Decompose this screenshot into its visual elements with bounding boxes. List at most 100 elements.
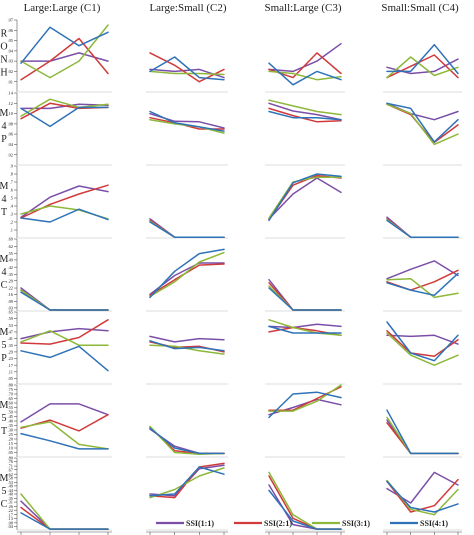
y-tick-label: .03: [8, 59, 14, 64]
y-tick-label: .9: [10, 164, 14, 169]
y-tick-label: .65: [8, 310, 14, 315]
y-tick-label: .22: [8, 286, 14, 291]
y-tick-label: .08: [8, 520, 14, 525]
legend-label: SSI(4:1): [420, 519, 448, 528]
y-tick-label: .42: [8, 265, 14, 270]
column-header-c3: Small:Large (C3): [264, 2, 341, 14]
panel-m4p-c1: [17, 98, 112, 166]
series-line-ssi-3-1-: [386, 332, 459, 366]
y-tick-label: .22: [8, 508, 14, 513]
series-line-ssi-4-1-: [20, 512, 109, 530]
row-m4c: M 4 C .03.09 .16.22 .29.35 .42 .49.55 .62 .69: [0, 237, 462, 312]
y-tick-label: .41: [8, 336, 14, 341]
y-tick-label: .12: [8, 101, 14, 106]
series-line-ssi-2-1-: [149, 341, 225, 353]
series-line-ssi-4-1-: [149, 340, 225, 352]
panel-m4c-c2: [146, 248, 228, 312]
y-axis-m4p: .02 .04 .06 .08 .10 .12 .14: [8, 91, 18, 165]
series-line-ssi-4-1-: [268, 62, 342, 86]
series-line-ssi-1-1-: [20, 327, 109, 340]
y-tick-label: .35: [8, 423, 14, 428]
series-line-ssi-2-1-: [386, 478, 459, 513]
y-tick-label: .45: [8, 414, 14, 419]
series-line-ssi-3-1-: [268, 319, 342, 337]
y-tick-label: .29: [8, 349, 14, 354]
y-tick-label: .35: [8, 272, 14, 277]
series-line-ssi-3-1-: [149, 251, 225, 298]
y-tick-label: .03: [8, 305, 14, 310]
y-tick-label: .14: [8, 91, 14, 96]
panel-m5t-c1: [17, 403, 112, 458]
y-tick-label: .76: [8, 459, 14, 464]
y-tick-label: .60: [8, 401, 14, 406]
panel-m5p-c4: [383, 321, 462, 385]
y-tick-label: .04: [8, 142, 14, 147]
y-tick-label: .55: [8, 405, 14, 410]
panel-ronh-c3: [265, 42, 345, 93]
series-line-ssi-1-1-: [386, 260, 459, 280]
panel-m5p-c1: [17, 319, 112, 385]
y-tick-label: .55: [8, 251, 14, 256]
legend-item-ssi-4-1-: SSI(4:1): [390, 519, 448, 528]
y-tick-label: .06: [8, 132, 14, 137]
series-line-ssi-4-1-: [386, 409, 459, 455]
panel-m5p-c2: [146, 335, 228, 385]
series-line-ssi-3-1-: [268, 99, 342, 116]
column-header-c2: Large:Small (C2): [149, 2, 226, 14]
y-tick-label: .62: [8, 244, 14, 249]
panel-m4c-c1: [17, 287, 112, 312]
y-tick-label: .80: [8, 383, 14, 388]
series-line-ssi-1-1-: [20, 500, 109, 530]
panel-m4c-c3: [265, 278, 345, 312]
y-tick-label: .50: [8, 410, 14, 415]
series-line-ssi-2-1-: [20, 37, 109, 81]
y-tick-label: .17: [8, 363, 14, 368]
y-tick-label: .15: [8, 441, 14, 446]
y-tick-label: .04: [8, 48, 14, 53]
panel-m5t-c4: [383, 409, 462, 458]
series-line-ssi-3-1-: [20, 493, 109, 530]
y-tick-label: .80: [8, 456, 14, 461]
panel-m4t-c3: [265, 173, 345, 239]
y-tick-label: .49: [8, 484, 14, 489]
legend-item-ssi-3-1-: SSI(3:1): [312, 519, 370, 528]
legend-label: SSI(3:1): [342, 519, 370, 528]
series-line-ssi-4-1-: [20, 26, 109, 64]
series-line-ssi-3-1-: [20, 330, 109, 346]
y-tick-label: .07: [8, 18, 14, 23]
panel-m4t-c4: [383, 216, 462, 239]
series-line-ssi-2-1-: [20, 319, 109, 345]
series-line-ssi-4-1-: [268, 489, 342, 530]
y-tick-label: .20: [8, 437, 14, 442]
series-line-ssi-2-1-: [386, 103, 459, 144]
panel-m4t-c1: [17, 184, 112, 239]
series-line-ssi-4-1-: [268, 391, 342, 419]
series-line-ssi-1-1-: [268, 177, 342, 220]
y-tick-label: .02: [8, 152, 14, 157]
series-line-ssi-4-1-: [20, 106, 109, 128]
series-line-ssi-1-1-: [386, 334, 459, 345]
y-tick-label: .35: [8, 496, 14, 501]
y-tick-label: .1: [10, 228, 13, 233]
series-line-ssi-4-1-: [268, 110, 342, 121]
series-line-ssi-4-1-: [20, 208, 109, 223]
series-line-ssi-4-1-: [149, 110, 225, 132]
legend-item-ssi-1-1-: SSI(1:1): [156, 519, 214, 528]
series-line-ssi-4-1-: [268, 173, 342, 222]
series-line-ssi-4-1-: [149, 427, 225, 455]
y-axis-ronh: .01 .02 .03 .04 .05 .06 .07: [8, 18, 18, 92]
panel-ronh-c2: [146, 52, 228, 93]
panel-ronh-c1: [17, 24, 112, 93]
series-line-ssi-3-1-: [20, 421, 109, 450]
series-line-ssi-2-1-: [149, 116, 225, 130]
series-line-ssi-1-1-: [149, 335, 225, 343]
y-tick-label: .05: [8, 376, 14, 381]
series-line-ssi-4-1-: [149, 466, 225, 497]
series-line-ssi-3-1-: [149, 70, 225, 76]
series-line-ssi-4-1-: [386, 480, 459, 513]
panel-m5t-c2: [146, 425, 228, 458]
series-line-ssi-2-1-: [268, 107, 342, 123]
series-line-ssi-4-1-: [386, 43, 459, 75]
